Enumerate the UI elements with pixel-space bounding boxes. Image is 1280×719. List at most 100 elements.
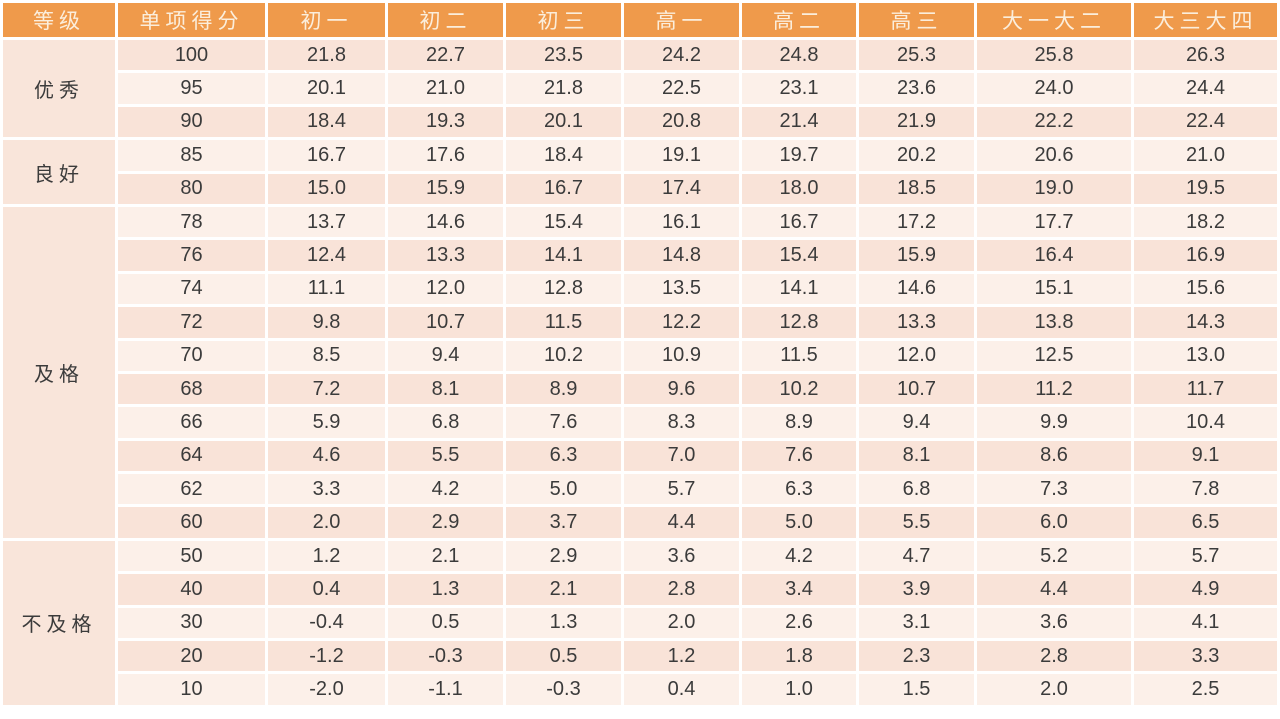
value-cell: 8.9 [742, 407, 856, 438]
value-cell: 17.2 [859, 206, 974, 238]
value-cell: 1.0 [742, 674, 856, 705]
value-cell: 5.2 [977, 540, 1131, 572]
value-cell: 1.3 [388, 574, 503, 605]
column-header: 单项得分 [118, 3, 265, 37]
value-cell: 19.7 [742, 140, 856, 171]
value-cell: 9.6 [624, 373, 739, 405]
table-row: 不及格 50 1.2 2.1 2.9 3.6 4.2 4.7 5.2 5.7 [3, 540, 1277, 705]
score-cell: 100 [118, 40, 265, 71]
value-cell: 9.4 [388, 340, 503, 371]
score-cell: 62 [118, 474, 265, 505]
grade-group-label: 及格 [3, 206, 115, 538]
value-cell: 9.4 [859, 407, 974, 438]
value-cell: 11.1 [268, 273, 385, 305]
value-cell: 6.3 [742, 474, 856, 505]
value-cell: 5.0 [506, 474, 621, 505]
value-cell: 24.4 [1134, 73, 1277, 104]
value-cell: 10.7 [859, 373, 974, 405]
score-cell: 90 [118, 106, 265, 138]
grade-group-label: 优秀 [3, 40, 115, 138]
score-cell: 70 [118, 340, 265, 371]
value-cell: 3.3 [268, 474, 385, 505]
value-cell: 3.6 [977, 607, 1131, 639]
value-cell: 12.2 [624, 307, 739, 338]
table-row: 70 8.5 9.4 10.2 10.9 11.5 12.0 12.5 13.0 [3, 340, 1277, 371]
value-cell: 21.4 [742, 106, 856, 138]
value-cell: 8.9 [506, 373, 621, 405]
value-cell: 17.4 [624, 173, 739, 204]
value-cell: 14.1 [742, 273, 856, 305]
value-cell: 21.0 [1134, 140, 1277, 171]
value-cell: 7.8 [1134, 474, 1277, 505]
score-cell: 40 [118, 574, 265, 605]
value-cell: 20.1 [268, 73, 385, 104]
value-cell: 21.0 [388, 73, 503, 104]
value-cell: 1.2 [268, 540, 385, 572]
score-cell: 20 [118, 641, 265, 672]
score-cell: 66 [118, 407, 265, 438]
value-cell: 24.0 [977, 73, 1131, 104]
value-cell: 4.2 [742, 540, 856, 572]
column-header: 大一大二 [977, 3, 1131, 37]
value-cell: 3.1 [859, 607, 974, 639]
value-cell: 14.6 [388, 206, 503, 238]
value-cell: 24.2 [624, 40, 739, 71]
value-cell: 20.8 [624, 106, 739, 138]
value-cell: 12.8 [506, 273, 621, 305]
column-header: 高二 [742, 3, 856, 37]
value-cell: 3.4 [742, 574, 856, 605]
value-cell: 10.7 [388, 307, 503, 338]
value-cell: 5.9 [268, 407, 385, 438]
table-row: 64 4.6 5.5 6.3 7.0 7.6 8.1 8.6 9.1 [3, 440, 1277, 472]
value-cell: 12.0 [388, 273, 503, 305]
value-cell: 0.4 [268, 574, 385, 605]
value-cell: 13.8 [977, 307, 1131, 338]
value-cell: 15.6 [1134, 273, 1277, 305]
value-cell: 7.2 [268, 373, 385, 405]
value-cell: 15.0 [268, 173, 385, 204]
value-cell: 2.5 [1134, 674, 1277, 705]
table-row: 72 9.8 10.7 11.5 12.2 12.8 13.3 13.8 14.3 [3, 307, 1277, 338]
value-cell: 2.8 [977, 641, 1131, 672]
value-cell: 18.4 [268, 106, 385, 138]
value-cell: 9.1 [1134, 440, 1277, 472]
score-cell: 76 [118, 240, 265, 271]
value-cell: 7.6 [506, 407, 621, 438]
grade-group-label: 不及格 [3, 540, 115, 705]
table-row: 76 12.4 13.3 14.1 14.8 15.4 15.9 16.4 16.9 [3, 240, 1277, 271]
value-cell: 4.6 [268, 440, 385, 472]
table-body: 优秀 100 21.8 22.7 23.5 24.2 24.8 25.3 25.8 26.3 95 2… [3, 40, 1277, 705]
value-cell: 26.3 [1134, 40, 1277, 71]
value-cell: 20.6 [977, 140, 1131, 171]
value-cell: 2.0 [977, 674, 1131, 705]
value-cell: 12.0 [859, 340, 974, 371]
value-cell: 21.9 [859, 106, 974, 138]
value-cell: 14.3 [1134, 307, 1277, 338]
value-cell: 4.1 [1134, 607, 1277, 639]
value-cell: 19.3 [388, 106, 503, 138]
value-cell: 5.7 [1134, 540, 1277, 572]
value-cell: 18.0 [742, 173, 856, 204]
value-cell: 1.2 [624, 641, 739, 672]
value-cell: 2.0 [268, 507, 385, 538]
value-cell: 8.1 [859, 440, 974, 472]
value-cell: 4.2 [388, 474, 503, 505]
value-cell: 5.0 [742, 507, 856, 538]
value-cell: 8.5 [268, 340, 385, 371]
score-cell: 78 [118, 206, 265, 238]
header-row: 等级 单项得分 初一 初二 初三 高一 高二 高三 大一大二 大三大四 [3, 3, 1277, 37]
value-cell: 18.4 [506, 140, 621, 171]
value-cell: 11.2 [977, 373, 1131, 405]
value-cell: -2.0 [268, 674, 385, 705]
value-cell: 13.7 [268, 206, 385, 238]
score-cell: 72 [118, 307, 265, 338]
value-cell: 15.4 [742, 240, 856, 271]
value-cell: 5.5 [388, 440, 503, 472]
value-cell: 4.4 [977, 574, 1131, 605]
value-cell: 1.8 [742, 641, 856, 672]
value-cell: 13.3 [859, 307, 974, 338]
table-row: 40 0.4 1.3 2.1 2.8 3.4 3.9 4.4 4.9 [3, 574, 1277, 605]
value-cell: 1.3 [506, 607, 621, 639]
